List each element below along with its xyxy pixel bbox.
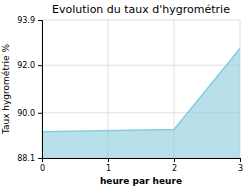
tick: 0 <box>40 158 45 173</box>
x-axis: 0 1 2 3 <box>40 158 243 173</box>
tick-label: 90.0 <box>17 109 35 118</box>
chart: 0 1 2 3 88.1 90.0 92.0 93.9 Evolution du taux d'… <box>0 0 250 188</box>
tick-label: 88.1 <box>17 154 35 163</box>
tick: 2 <box>172 158 177 173</box>
grid-line <box>42 20 240 21</box>
tick-label: 93.9 <box>17 16 35 25</box>
tick: 92.0 <box>17 61 42 70</box>
axis-line <box>38 21 43 159</box>
axis-line <box>43 159 241 163</box>
tick: 88.1 <box>17 154 42 163</box>
tick: 3 <box>238 158 243 173</box>
tick-label: 0 <box>40 164 45 173</box>
tick-mark <box>108 158 109 162</box>
y-axis-title: Taux hygrométrie % <box>1 43 11 135</box>
tick-mark <box>38 158 42 159</box>
tick-mark <box>240 158 241 162</box>
x-axis-title: heure par heure <box>100 176 182 186</box>
title: Evolution du taux d'hygrométrie <box>52 3 230 16</box>
tick-mark <box>38 113 42 114</box>
line <box>42 49 240 132</box>
tick: 1 <box>106 158 111 173</box>
marks <box>42 49 240 158</box>
grid-line <box>42 65 240 66</box>
y-axis: 88.1 90.0 92.0 93.9 <box>17 16 42 163</box>
tick: 90.0 <box>17 109 42 118</box>
tick-label: 2 <box>172 164 177 173</box>
tick-mark <box>38 65 42 66</box>
tick-label: 92.0 <box>17 61 35 70</box>
tick: 93.9 <box>17 16 42 25</box>
grid <box>42 20 240 158</box>
area <box>42 49 240 158</box>
tick-label: 1 <box>106 164 111 173</box>
tick-mark <box>38 20 42 21</box>
tick-label: 3 <box>238 164 243 173</box>
tick-mark <box>174 158 175 162</box>
plot: 0 1 2 3 88.1 90.0 92.0 93.9 <box>17 16 243 173</box>
